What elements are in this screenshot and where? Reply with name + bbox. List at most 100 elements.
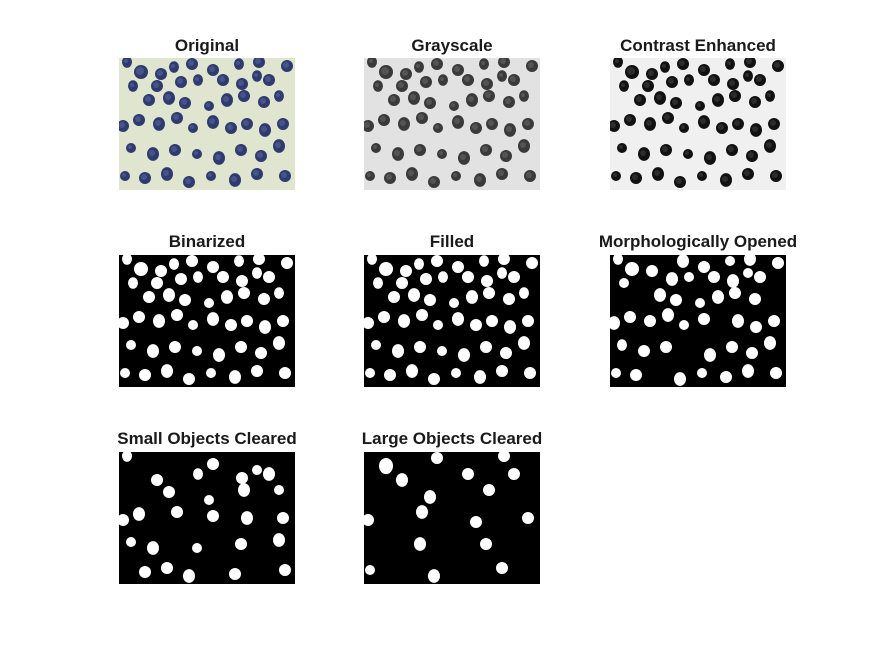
cell-blob [235, 538, 247, 550]
cell-highlight [422, 78, 428, 84]
cell-blob [236, 472, 248, 484]
cell-highlight [648, 70, 654, 76]
cell-blob [192, 346, 202, 356]
cell-highlight [208, 173, 212, 177]
cell-blob [498, 255, 510, 265]
cell-blob [698, 313, 710, 325]
cell-highlight [472, 124, 478, 130]
cell-blob [229, 568, 241, 580]
cell-highlight [215, 154, 221, 160]
image-filled [364, 255, 540, 387]
cell-blob [225, 319, 237, 331]
cell-highlight [500, 58, 506, 64]
cell-blob [367, 255, 377, 265]
cell-blob [483, 287, 495, 299]
panel-title-morphologically-opened: Morphologically Opened [598, 232, 798, 251]
cell-blob [155, 265, 167, 277]
cell-highlight [435, 125, 439, 129]
cell-blob [470, 319, 482, 331]
cell-blob [364, 514, 374, 526]
cell-blob [526, 257, 538, 269]
cell-highlight [194, 151, 198, 155]
cell-blob [498, 452, 510, 462]
cell-highlight [145, 96, 151, 102]
cell-highlight [506, 126, 512, 132]
cell-blob [238, 287, 250, 299]
cell-highlight [236, 61, 240, 65]
cell-blob [449, 298, 459, 308]
cell-blob [151, 474, 163, 486]
cell-blob [416, 309, 428, 321]
cell-highlight [731, 92, 737, 98]
cell-blob [207, 312, 219, 326]
cell-highlight [375, 83, 379, 87]
cell-highlight [416, 146, 422, 152]
image-morphologically-opened [610, 255, 786, 387]
cell-blob [213, 348, 225, 362]
cell-blob [646, 265, 658, 277]
cell-blob [508, 468, 520, 480]
cell-blob [704, 348, 716, 362]
cell-highlight [706, 154, 712, 160]
cell-blob [474, 370, 486, 384]
cell-blob [726, 341, 738, 353]
cell-blob [749, 293, 761, 305]
cell-highlight [439, 151, 443, 155]
cell-blob [134, 262, 148, 276]
cell-blob [729, 287, 741, 299]
cell-highlight [206, 103, 210, 107]
cell-highlight [627, 67, 635, 75]
cell-highlight [231, 176, 237, 182]
cell-blob [695, 298, 705, 308]
cell-blob [743, 268, 753, 278]
cell-highlight [640, 150, 646, 156]
cell-blob [139, 369, 151, 381]
cell-blob [263, 467, 275, 481]
cell-blob [746, 347, 758, 359]
cell-blob [241, 511, 253, 525]
cell-blob [684, 272, 694, 282]
cell-blob [408, 288, 420, 302]
cell-blob [431, 452, 443, 464]
cell-highlight [679, 60, 685, 66]
image-grayscale [364, 58, 540, 190]
cell-blob [768, 315, 780, 327]
cell-blob [255, 347, 267, 359]
cell-blob [764, 336, 776, 350]
cell-highlight [727, 61, 731, 65]
cell-highlight [279, 120, 285, 126]
cell-highlight [482, 146, 488, 152]
cell-blob [611, 368, 621, 378]
cell-blob [221, 290, 233, 304]
cell-blob [122, 452, 132, 462]
cell-blob [238, 483, 250, 497]
cell-highlight [710, 76, 716, 82]
cell-highlight [281, 172, 287, 178]
cell-blob [754, 271, 766, 283]
cell-blob [679, 320, 689, 330]
cell-highlight [380, 116, 386, 122]
cell-blob [207, 458, 219, 470]
cell-blob [727, 274, 739, 288]
cell-highlight [453, 173, 457, 177]
cell-blob [462, 468, 474, 480]
cell-blob [126, 537, 136, 547]
cell-blob [424, 490, 436, 504]
cell-blob [388, 291, 400, 303]
image-contrast-enhanced-canvas [610, 58, 786, 190]
cell-highlight [734, 120, 740, 126]
cell-highlight [767, 93, 771, 97]
cell-blob [466, 290, 478, 304]
cell-blob [384, 369, 396, 381]
image-binarized [119, 255, 295, 387]
cell-highlight [521, 93, 525, 97]
panel-title-original: Original [174, 36, 240, 55]
cell-highlight [770, 120, 776, 126]
cell-blob [188, 320, 198, 330]
cell-blob [235, 341, 247, 353]
cell-highlight [499, 73, 503, 77]
cell-blob [744, 255, 756, 266]
cell-highlight [528, 62, 534, 68]
cell-highlight [751, 98, 757, 104]
cell-highlight [136, 67, 144, 75]
